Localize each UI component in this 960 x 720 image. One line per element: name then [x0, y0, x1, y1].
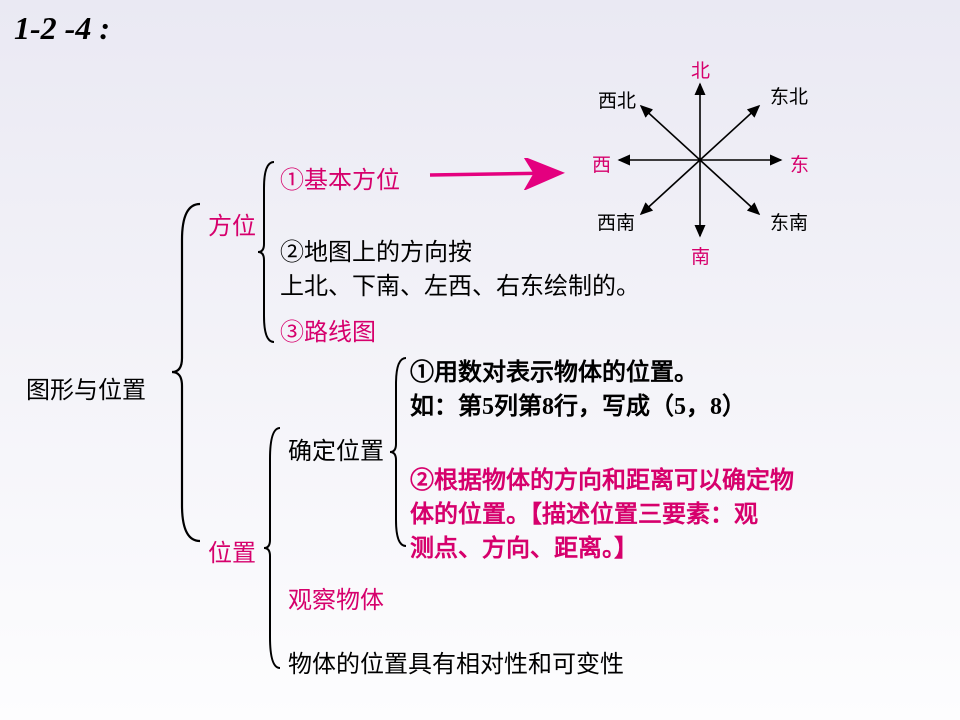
compass-w: 西	[592, 150, 611, 177]
sub2-line3: 测点、方向、距离。】	[410, 528, 638, 563]
item1: ①基本方位	[280, 160, 400, 195]
compass-sw: 西南	[597, 208, 635, 235]
compass-ne: 东北	[770, 82, 808, 109]
sub2-line1: ②根据物体的方向和距离可以确定物	[410, 460, 794, 495]
sub1-line1: ①用数对表示物体的位置。	[410, 352, 698, 387]
observe-label: 观察物体	[288, 580, 384, 615]
page-title: 1-2 -4 :	[14, 10, 110, 47]
relativity-label: 物体的位置具有相对性和可变性	[288, 644, 624, 679]
branch2-label: 位置	[208, 533, 256, 568]
brace-weizhi	[262, 424, 284, 672]
sub-label: 确定位置	[288, 431, 384, 466]
branch1-label: 方位	[208, 206, 256, 241]
compass-e: 东	[790, 150, 809, 177]
sub2-line2: 体的位置。【描述位置三要素：观	[410, 494, 758, 529]
item2-line2: 上北、下南、左西、右东绘制的。	[280, 266, 640, 301]
sub1-line2: 如：第5列第8行，写成（5，8）	[410, 386, 746, 421]
item3: ③路线图	[280, 312, 376, 347]
compass-s: 南	[691, 242, 710, 269]
root-label: 图形与位置	[26, 370, 146, 405]
compass-nw: 西北	[598, 86, 636, 113]
item2-line1: ②地图上的方向按	[280, 232, 472, 267]
compass-se: 东南	[770, 208, 808, 235]
brace-root	[170, 200, 204, 545]
compass-n: 北	[691, 56, 710, 83]
brace-fangwei	[256, 158, 278, 346]
arrow-to-compass	[428, 158, 574, 190]
brace-queding	[388, 354, 410, 550]
